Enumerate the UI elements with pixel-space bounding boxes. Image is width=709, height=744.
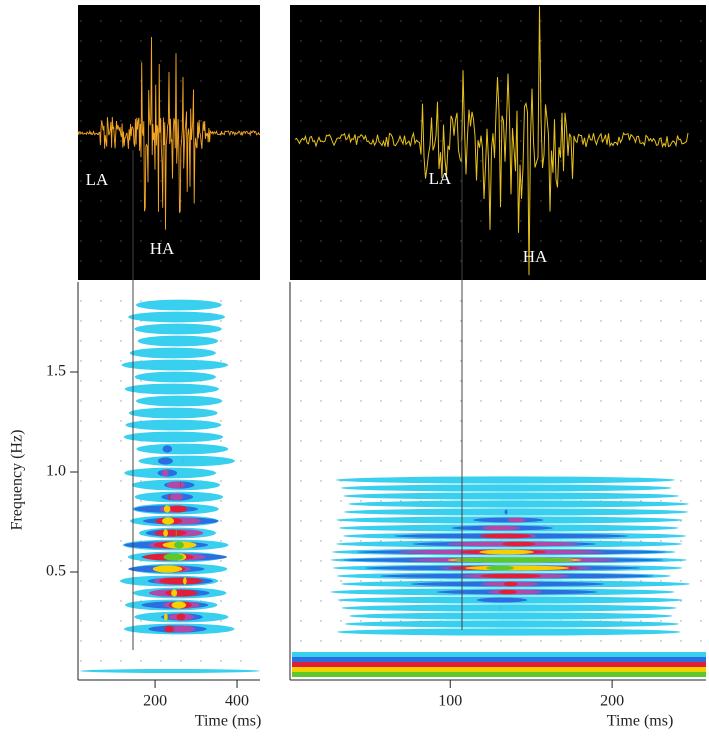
x-tick-label: 200 — [600, 693, 624, 710]
spectrogram-band — [162, 469, 169, 477]
spectrogram-band — [138, 455, 235, 467]
spectrogram-band — [486, 565, 514, 571]
spectrogram-band — [335, 476, 675, 484]
spectrogram-band — [128, 311, 226, 323]
spectrogram-band — [152, 565, 183, 573]
spectrogram-band — [175, 529, 177, 537]
spectrogram-band — [163, 505, 171, 513]
spectrogram-band — [128, 407, 218, 419]
spectrogram-band — [164, 625, 174, 633]
spectrogram-band — [80, 669, 260, 673]
spectrogram-band — [337, 628, 681, 636]
spectrogram-band — [344, 620, 679, 628]
spectrogram-band — [163, 613, 168, 621]
spectrogram-band — [503, 581, 518, 587]
spectrogram-band — [121, 359, 229, 371]
spectrogram-band — [167, 481, 185, 489]
spectrogram-band — [507, 517, 526, 523]
x-axis-label: Time (ms) — [195, 713, 262, 730]
spectrogram-band — [292, 657, 706, 662]
spectrogram-band — [136, 299, 222, 311]
spectrogram-band — [165, 589, 198, 597]
spectrogram-band — [349, 612, 673, 620]
y-axis-label: Frequency (Hz) — [9, 430, 26, 531]
spectrogram-band — [124, 383, 220, 395]
waveform — [294, 6, 689, 276]
spectrogram-band — [502, 541, 536, 547]
x-axis-label: Time (ms) — [607, 713, 674, 730]
spectrogram-band — [174, 541, 184, 549]
spectrogram-band — [163, 553, 184, 561]
spectrogram-band — [292, 667, 706, 672]
y-tick-label: 1.0 — [46, 463, 66, 480]
spectrogram-band — [341, 604, 677, 612]
spectrogram-band — [343, 508, 689, 516]
spectrogram-band — [453, 557, 574, 563]
x-tick-label: 200 — [143, 693, 167, 710]
spectrogram-band — [125, 419, 222, 431]
annotation: LA — [429, 169, 452, 188]
spectrogram-band — [154, 529, 187, 537]
spectrogram-band — [134, 323, 222, 335]
spectrogram-band — [292, 652, 706, 657]
annotation: HA — [150, 239, 175, 258]
y-tick-label: 1.5 — [46, 363, 66, 380]
spectrogram-band — [479, 533, 532, 539]
spectrogram-band — [136, 395, 223, 407]
spectrogram-band — [498, 589, 517, 595]
spectrogram-band — [479, 549, 534, 555]
spectrogram-band — [176, 613, 186, 621]
spectrogram-band — [137, 335, 219, 347]
waveform-grid — [290, 5, 706, 280]
spectrogram-band — [180, 481, 181, 489]
spectrogram-band — [341, 484, 672, 492]
annotation: HA — [523, 247, 548, 266]
spectrogram-band — [465, 565, 570, 571]
y-tick-label: 0.5 — [46, 563, 66, 580]
spectrogram-band — [481, 525, 520, 531]
spectrogram-band — [171, 601, 187, 609]
spectrogram-band — [162, 445, 173, 453]
spectrogram-band — [343, 492, 680, 500]
spectrogram-band — [169, 625, 195, 633]
x-tick-label: 100 — [438, 693, 462, 710]
spectrogram-band — [292, 662, 706, 667]
spectrogram-band — [134, 371, 216, 383]
spectrogram-band — [504, 509, 508, 515]
spectrogram-band — [480, 573, 542, 579]
spectrogram-band — [163, 529, 168, 537]
spectrogram-band — [169, 505, 188, 513]
spectrogram-band — [159, 577, 203, 585]
spectrogram-band — [183, 577, 187, 585]
spectrogram-band — [162, 517, 175, 525]
spectrogram-band — [136, 443, 229, 455]
spectrogram-band — [292, 672, 706, 677]
waveform-grid — [78, 5, 260, 280]
spectrogram-band — [171, 589, 178, 597]
waveform — [77, 36, 261, 230]
annotation: LA — [86, 170, 109, 189]
spectrogram-band — [168, 493, 171, 501]
spectrogram-band — [170, 493, 183, 501]
x-tick-label: 400 — [225, 693, 249, 710]
spectrogram-band — [157, 457, 173, 465]
spectrogram-band — [123, 431, 224, 443]
spectrogram-band — [129, 347, 216, 359]
spectrogram-band — [476, 597, 528, 603]
spectrogram-band — [348, 500, 689, 508]
